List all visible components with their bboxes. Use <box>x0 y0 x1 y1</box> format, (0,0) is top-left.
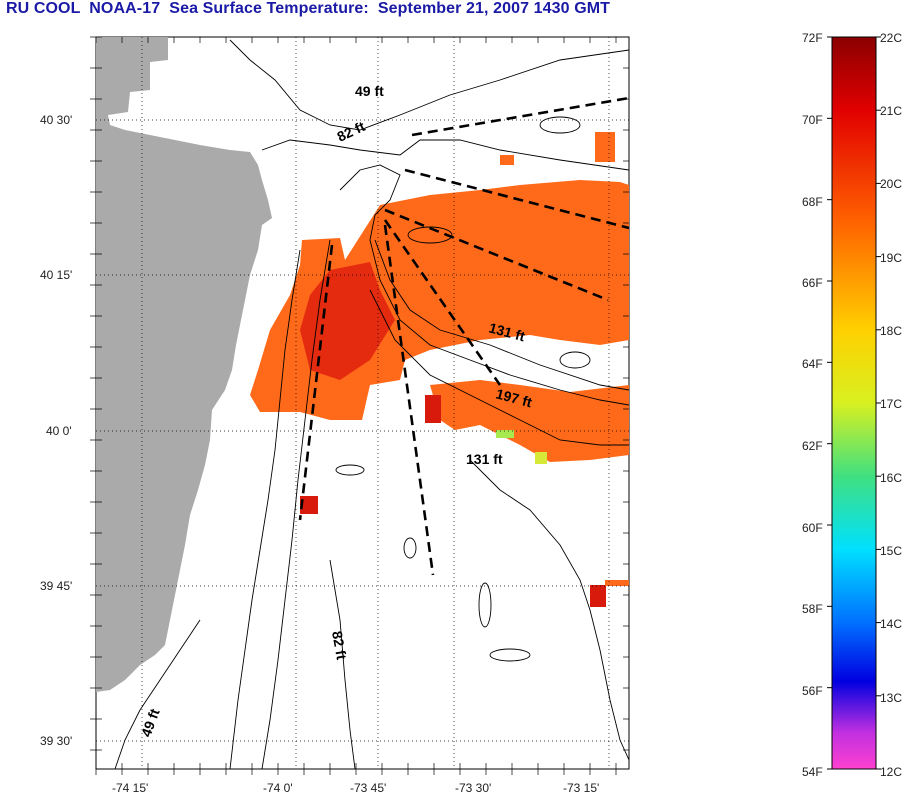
colorbar-f-56: 56F <box>802 684 823 698</box>
colorbar-c-14: 14C <box>880 617 902 631</box>
lon-label-73-45: -73 45' <box>350 781 386 795</box>
colorbar-c-12: 12C <box>880 765 902 779</box>
lat-label-40-30: 40 30' <box>40 113 72 127</box>
colorbar-c-21: 21C <box>880 104 902 118</box>
colorbar-c-13: 13C <box>880 691 902 705</box>
lon-label-74-00: -74 0' <box>263 781 293 795</box>
colorbar-f-58: 58F <box>802 602 823 616</box>
graticule <box>90 36 629 775</box>
colorbar-c-22: 22C <box>880 31 902 45</box>
lon-label-73-30: -73 30' <box>455 781 491 795</box>
colorbar-f-54: 54F <box>802 765 823 779</box>
colorbar-c-18: 18C <box>880 324 902 338</box>
colorbar-c-15: 15C <box>880 544 902 558</box>
colorbar-f-62: 62F <box>802 439 823 453</box>
lat-label-40-00: 40 0' <box>46 424 72 438</box>
lat-label-39-45: 39 45' <box>40 579 72 593</box>
land-mass <box>96 37 272 692</box>
colorbar-c-17: 17C <box>880 397 902 411</box>
colorbar-gradient <box>831 36 877 770</box>
colorbar-c-20: 20C <box>880 177 902 191</box>
colorbar-f-60: 60F <box>802 521 823 535</box>
depth-contours <box>114 39 630 770</box>
lat-label-40-15: 40 15' <box>40 268 72 282</box>
depth-label-131ft-south: 131 ft <box>466 451 503 467</box>
lon-label-73-15: -73 15' <box>563 781 599 795</box>
transect-lines <box>298 96 630 576</box>
colorbar-c-16: 16C <box>880 471 902 485</box>
map-title: RU COOL NOAA-17 Sea Surface Temperature:… <box>6 0 611 17</box>
colorbar-f-72: 72F <box>802 31 823 45</box>
lon-label-74-15: -74 15' <box>112 781 148 795</box>
depth-label-82ft-south: 82 ft <box>329 630 350 661</box>
colorbar-f-66: 66F <box>802 276 823 290</box>
colorbar-ticks <box>827 36 881 770</box>
lat-label-39-30: 39 30' <box>40 734 72 748</box>
colorbar-c-19: 19C <box>880 251 902 265</box>
depth-label-49ft-north: 49 ft <box>355 83 384 99</box>
colorbar-f-64: 64F <box>802 357 823 371</box>
colorbar-f-68: 68F <box>802 195 823 209</box>
colorbar-f-70: 70F <box>802 113 823 127</box>
